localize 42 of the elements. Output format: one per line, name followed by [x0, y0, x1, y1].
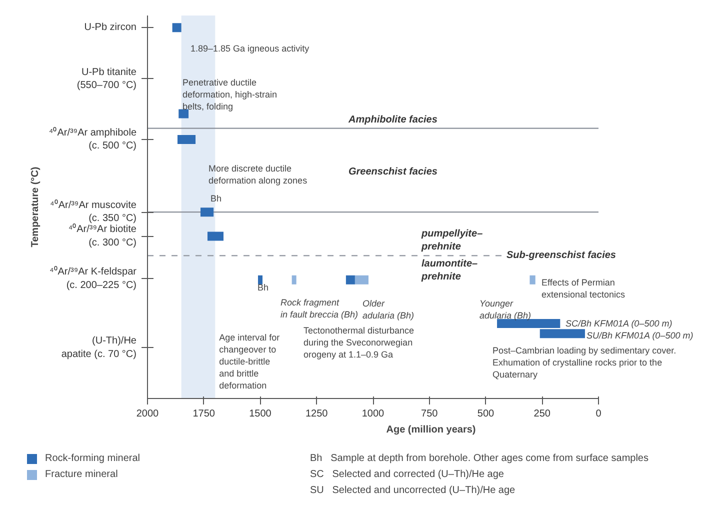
annotation: Post–Cambrian loading by sedimentary cover. Exhumation of crystalline rocks prior to the Quaternary	[492, 346, 676, 380]
annotation: Tectonothermal disturbance during the Sveconorwegian orogeny at 1.1–0.9 Ga	[304, 326, 414, 360]
x-tick-label: 2000	[136, 408, 160, 420]
x-axis-title: Age (million years)	[386, 424, 476, 436]
x-tick-label: 250	[534, 408, 551, 420]
x-tick-label: 500	[477, 408, 495, 420]
legend-label: Rock-forming mineral	[45, 452, 140, 466]
annotation: More discrete ductile deformation along zones	[208, 164, 308, 186]
y-tick-label: U-Pb titanite (550–700 °C)	[76, 66, 137, 92]
y-tick-label: ⁴⁰Ar/³⁹Ar biotite (c. 300 °C)	[68, 223, 137, 248]
text: Bh Sample at depth from borehole. Other ages come from surface samples	[310, 452, 648, 466]
annotation: Greenschist facies	[348, 166, 438, 178]
annotation: SC/Bh KFM01A (0–500 m)	[566, 318, 672, 328]
y-tick-label: ⁴⁰Ar/³⁹Ar amphibole (c. 500 °C)	[48, 126, 137, 152]
y-tick-label: U-Pb zircon	[84, 22, 137, 34]
y-tick-label: ⁴⁰Ar/³⁹Ar K-feldspar (c. 200–225 °C)	[49, 266, 138, 291]
y-axis-title: Temperature (°C)	[30, 166, 41, 248]
legend-label: Fracture mineral	[45, 468, 118, 482]
x-tick-label: 1000	[362, 408, 385, 420]
annotation: Older adularia (Bh)	[362, 298, 414, 320]
annotation: Penetrative ductile deformation, high-strain belts, folding	[182, 78, 278, 112]
text: SU Selected and uncorrected (U–Th)/He age	[310, 484, 516, 498]
annotation: Rock fragment in fault breccia (Bh)	[280, 298, 358, 320]
annotation: pumpellyite– prehnite	[420, 228, 484, 253]
y-tick-label: (U-Th)/He apatite (c. 70 °C)	[61, 336, 137, 360]
x-tick-label: 1750	[192, 408, 216, 420]
annotation: 1.89–1.85 Ga igneous activity	[190, 44, 310, 54]
annotation: Bh	[258, 282, 269, 292]
text: SC Selected and corrected (U–Th)/He age	[310, 468, 504, 482]
x-tick-label: 0	[596, 408, 602, 420]
x-tick-label: 1250	[306, 408, 328, 420]
ref-line-label: Amphibolite facies	[348, 114, 438, 126]
ref-line-label: Sub-greenschist facies	[506, 250, 616, 262]
y-tick-label: ⁴⁰Ar/³⁹Ar muscovite (c. 350 °C)	[50, 198, 137, 224]
annotation: laumontite– prehnite	[420, 258, 478, 283]
band-label: Age interval for changeover to ductile-brittle and brittle deformation	[219, 332, 280, 390]
x-tick-label: 750	[421, 408, 438, 420]
x-tick-label: 1500	[249, 408, 272, 420]
annotation: Effects of Permian extensional tectonics	[542, 278, 626, 300]
annotation: SU/Bh KFM01A (0–500 m)	[586, 330, 694, 340]
annotation: Younger adularia (Bh)	[480, 298, 532, 320]
annotation: Bh	[210, 194, 222, 204]
